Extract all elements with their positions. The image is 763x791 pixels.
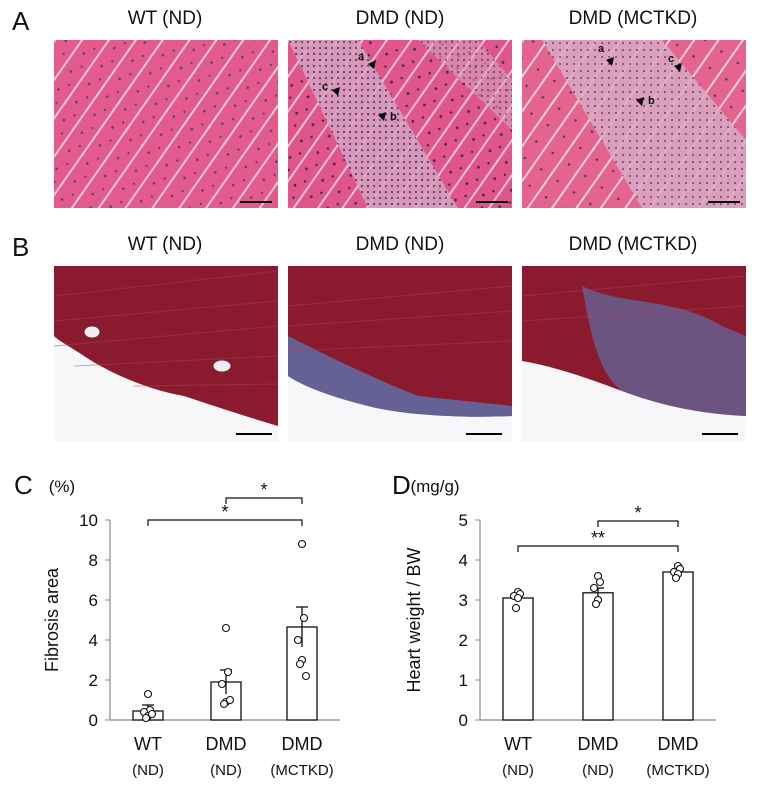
panel-b-title-dmd-mctkd: DMD (MCTKD) [568,234,698,255]
category-label: DMD [282,734,323,754]
scale-bar [708,201,740,203]
trichrome-micrograph-wt [54,266,278,442]
category-sublabel: (ND) [132,762,164,779]
data-point [141,713,151,723]
annotation-a: a [358,51,365,63]
y-tick-label: 0 [89,711,98,730]
y-unit-label: (%) [49,477,75,496]
panel-a-letter: A [12,6,30,36]
bar [582,592,614,721]
scale-bar [240,201,272,203]
category-sublabel: (ND) [582,762,614,779]
category-sublabel: (MCTKD) [270,762,333,779]
annotation-a: a [598,43,605,55]
significance-bracket [225,497,303,504]
y-tick-label: 2 [89,671,98,690]
data-point [299,613,309,623]
y-tick-label: 1 [459,671,468,690]
data-point [219,699,229,709]
y-tick-label: 0 [459,711,468,730]
data-point [297,539,307,549]
category-label: WT [134,734,162,754]
panel-a-title-wt: WT (ND) [127,8,203,29]
panel-b-letter: B [12,232,30,262]
y-tick-label: 5 [459,511,468,530]
arrowhead-c-icon [674,63,682,72]
data-point [301,671,311,681]
data-point [511,603,521,613]
panel-b-title-wt: WT (ND) [127,234,203,255]
data-point [225,695,235,705]
data-point [513,593,523,603]
y-axis-label: Heart weight / BW [404,547,424,692]
data-point [589,583,599,593]
significance-bracket [517,545,679,552]
arrowhead-b-icon [636,97,644,106]
data-point [147,709,157,719]
panel-a-title-dmd-mctkd: DMD (MCTKD) [568,8,698,29]
scale-bar [236,433,272,435]
significance-bracket [597,520,679,527]
annotation-b: b [648,95,655,107]
annotation-c: c [668,53,674,65]
data-point [217,679,227,689]
significance-label: * [221,502,228,522]
data-point [671,573,681,583]
trichrome-micrograph-dmd-mctkd [522,266,746,442]
category-label: DMD [206,734,247,754]
he-micrograph-dmd-mctkd: a b c [522,40,746,208]
y-tick-label: 4 [89,631,98,650]
data-point [295,659,305,669]
annotation-b: b [390,111,397,123]
scale-bar [466,433,502,435]
significance-label: * [260,480,267,500]
scale-bar [476,201,508,203]
data-point [143,689,153,699]
data-point [591,599,601,609]
y-tick-label: 4 [459,551,468,570]
he-micrograph-wt [54,40,278,208]
significance-label: ** [591,528,605,548]
significance-label: * [634,503,641,523]
significance-bracket [147,519,303,526]
arrowhead-a-icon [606,57,614,66]
data-point [293,635,303,645]
y-tick-label: 8 [89,551,98,570]
arrowhead-a-icon [368,60,376,69]
y-unit-label: (mg/g) [410,477,459,496]
bar [502,597,534,721]
annotation-c: c [322,81,328,93]
he-micrograph-dmd-nd: a b c [288,40,512,208]
trichrome-micrograph-dmd-nd [288,266,512,442]
category-label: WT [504,734,532,754]
arrowhead-b-icon [378,112,386,121]
category-sublabel: (ND) [502,762,534,779]
y-tick-label: 10 [79,511,98,530]
category-sublabel: (MCTKD) [646,762,709,779]
y-tick-label: 3 [459,591,468,610]
arrowhead-c-icon [332,87,340,96]
data-point [595,577,605,587]
panel-b-title-dmd-nd: DMD (ND) [355,234,445,255]
category-sublabel: (ND) [210,762,242,779]
bar [662,571,694,721]
panel-a-title-dmd-nd: DMD (ND) [355,8,445,29]
scale-bar [702,433,738,435]
y-axis-label: Fibrosis area [42,567,62,672]
y-tick-label: 6 [89,591,98,610]
category-label: DMD [658,734,699,754]
panel-d-letter: D [392,470,411,500]
y-tick-label: 2 [459,631,468,650]
category-label: DMD [578,734,619,754]
data-point [221,623,231,633]
data-point [223,667,233,677]
panel-c-letter: C [14,470,33,500]
